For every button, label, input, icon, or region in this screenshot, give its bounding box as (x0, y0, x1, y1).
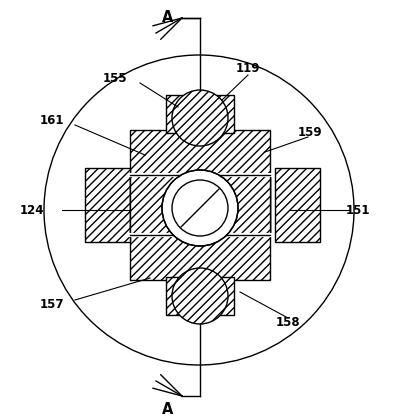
Circle shape (172, 180, 228, 236)
Bar (130, 175, 270, 235)
Text: 157: 157 (40, 298, 64, 311)
Circle shape (172, 90, 228, 146)
Text: A: A (162, 402, 174, 417)
Bar (130, 175, 270, 235)
Bar (275, 168, 320, 242)
Text: 151: 151 (346, 204, 370, 217)
Circle shape (172, 268, 228, 324)
Text: 158: 158 (276, 316, 300, 328)
Text: 119: 119 (236, 62, 260, 75)
Bar (166, 95, 234, 133)
Text: 161: 161 (40, 114, 64, 127)
Text: 124: 124 (20, 204, 44, 217)
Bar (166, 277, 234, 315)
Text: A: A (162, 10, 174, 25)
Circle shape (162, 170, 238, 246)
Bar (130, 130, 270, 280)
Text: 159: 159 (298, 126, 322, 139)
Text: 155: 155 (103, 72, 127, 85)
Bar (85, 168, 130, 242)
